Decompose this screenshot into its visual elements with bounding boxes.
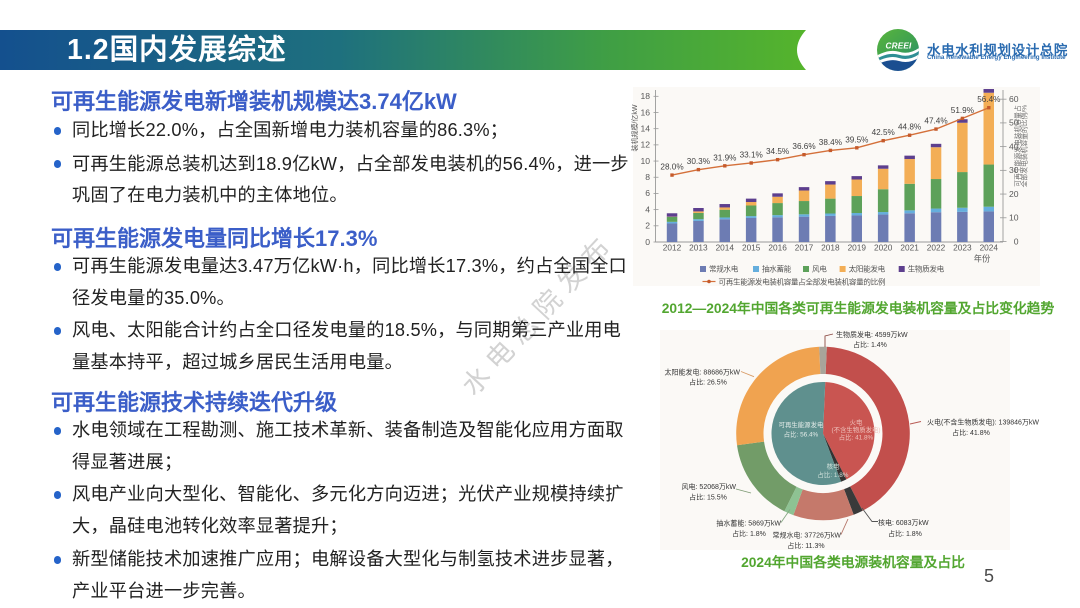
svg-text:56.4%: 56.4% xyxy=(977,95,1000,104)
svg-text:18: 18 xyxy=(640,91,650,101)
svg-text:51.9%: 51.9% xyxy=(951,106,974,115)
svg-text:全部发电装机容量的比例/%: 全部发电装机容量的比例/% xyxy=(1020,105,1029,188)
svg-text:太阳能发电: 太阳能发电 xyxy=(849,264,886,274)
svg-text:10: 10 xyxy=(1009,213,1019,223)
svg-text:34.5%: 34.5% xyxy=(766,147,789,156)
svg-text:抽水蓄能: 抽水蓄能 xyxy=(762,264,792,274)
svg-text:2013: 2013 xyxy=(689,243,708,253)
svg-text:2015: 2015 xyxy=(742,243,761,253)
svg-text:10: 10 xyxy=(640,156,650,166)
svg-text:核电: 6083万kW: 核电: 6083万kW xyxy=(878,518,929,527)
svg-text:2023: 2023 xyxy=(953,243,972,253)
svg-text:抽水蓄能: 5869万kW: 抽水蓄能: 5869万kW xyxy=(716,519,781,528)
svg-text:14: 14 xyxy=(640,123,650,133)
svg-text:8: 8 xyxy=(645,172,650,182)
svg-text:占比: 26.5%: 占比: 26.5% xyxy=(689,378,727,387)
svg-text:2020: 2020 xyxy=(874,243,893,253)
svg-text:50: 50 xyxy=(1009,118,1019,128)
svg-text:12: 12 xyxy=(640,140,650,150)
svg-text:44.8%: 44.8% xyxy=(898,123,921,132)
svg-text:占比: 1.8%: 占比: 1.8% xyxy=(818,470,849,479)
svg-text:可再生能源发电: 可再生能源发电 xyxy=(779,420,824,429)
svg-text:太阳能发电: 88686万kW: 太阳能发电: 88686万kW xyxy=(665,368,741,377)
svg-text:(不含生物质发电): (不含生物质发电) xyxy=(832,425,881,434)
svg-text:风电: 风电 xyxy=(812,264,827,274)
svg-text:31.9%: 31.9% xyxy=(713,153,736,162)
svg-text:占比: 56.4%: 占比: 56.4% xyxy=(784,430,819,439)
svg-text:0: 0 xyxy=(645,237,650,247)
svg-text:占比: 1.4%: 占比: 1.4% xyxy=(853,340,887,349)
svg-text:2: 2 xyxy=(645,221,650,231)
svg-text:0: 0 xyxy=(1014,236,1019,246)
svg-text:火电(不含生物质发电): 139846万kW: 火电(不含生物质发电): 139846万kW xyxy=(927,418,1039,427)
svg-text:2019: 2019 xyxy=(848,243,867,253)
svg-text:核电: 核电 xyxy=(827,462,840,471)
svg-text:占比: 1.8%: 占比: 1.8% xyxy=(732,529,766,538)
svg-text:年份: 年份 xyxy=(974,254,991,264)
svg-text:可再生能源发电装机容量占: 可再生能源发电装机容量占 xyxy=(1013,105,1022,187)
svg-text:装机规模/亿kW: 装机规模/亿kW xyxy=(630,104,639,151)
svg-text:2012: 2012 xyxy=(663,243,682,253)
svg-text:2021: 2021 xyxy=(900,243,919,253)
svg-text:2022: 2022 xyxy=(927,243,946,253)
svg-text:2016: 2016 xyxy=(768,243,787,253)
svg-text:40: 40 xyxy=(1009,141,1019,151)
svg-text:常规水电: 37726万kW: 常规水电: 37726万kW xyxy=(773,531,842,540)
svg-text:20: 20 xyxy=(1009,189,1019,199)
svg-text:28.0%: 28.0% xyxy=(660,163,683,172)
svg-text:可再生能源发电装机容量占全部发电装机容量的比例: 可再生能源发电装机容量占全部发电装机容量的比例 xyxy=(719,277,886,287)
svg-text:6: 6 xyxy=(645,188,650,198)
svg-text:16: 16 xyxy=(640,107,650,117)
svg-text:38.4%: 38.4% xyxy=(819,138,842,147)
svg-text:60: 60 xyxy=(1009,94,1019,104)
svg-text:生物质发电: 4599万kW: 生物质发电: 4599万kW xyxy=(836,330,908,339)
svg-text:39.5%: 39.5% xyxy=(845,135,868,144)
svg-text:占比: 41.8%: 占比: 41.8% xyxy=(952,428,990,437)
svg-text:占比: 1.8%: 占比: 1.8% xyxy=(888,529,922,538)
svg-text:2018: 2018 xyxy=(821,243,840,253)
svg-text:30: 30 xyxy=(1009,165,1019,175)
svg-text:2024: 2024 xyxy=(980,243,999,253)
svg-text:4: 4 xyxy=(645,204,650,214)
svg-text:30.3%: 30.3% xyxy=(687,157,710,166)
svg-text:36.6%: 36.6% xyxy=(792,142,815,151)
svg-text:33.1%: 33.1% xyxy=(740,150,763,159)
svg-text:占比: 11.3%: 占比: 11.3% xyxy=(787,541,824,550)
svg-text:生物质发电: 生物质发电 xyxy=(908,264,945,274)
svg-text:占比: 15.5%: 占比: 15.5% xyxy=(689,493,727,502)
svg-text:2017: 2017 xyxy=(795,243,814,253)
svg-text:47.4%: 47.4% xyxy=(924,117,947,126)
svg-text:风电: 52068万kW: 风电: 52068万kW xyxy=(682,482,737,491)
svg-text:CREEI: CREEI xyxy=(885,42,912,51)
svg-text:占比: 41.8%: 占比: 41.8% xyxy=(839,433,874,442)
svg-text:火电: 火电 xyxy=(850,418,863,427)
svg-text:2014: 2014 xyxy=(716,243,735,253)
svg-text:常规水电: 常规水电 xyxy=(709,264,739,274)
svg-text:42.5%: 42.5% xyxy=(872,128,895,137)
